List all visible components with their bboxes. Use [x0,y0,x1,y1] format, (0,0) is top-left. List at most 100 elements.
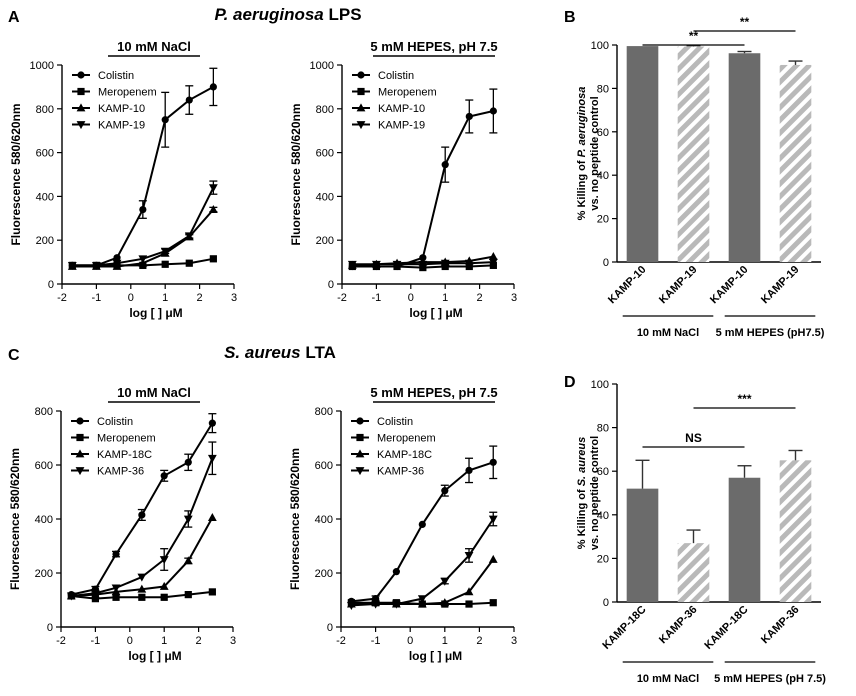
data-point [91,595,99,603]
data-point [465,466,473,474]
legend-label: KAMP-18C [97,449,152,461]
legend-marker [357,71,365,79]
panel-label-C: C [8,347,20,364]
y-axis-label: % Killing of P. aeruginosa [576,87,588,221]
y-tick-label: 400 [315,514,333,526]
data-point [112,593,120,601]
bar-KAMP-18C [626,488,659,602]
data-point [160,593,168,601]
chart-A1: 0 200 400 600 800 1000 -2 -1 0 1 2 3 log [ ] μM Fluor… [9,39,237,320]
x-tick-label: 2 [196,635,202,647]
group-label: 10 mM NaCl [637,327,699,339]
legend-label: Meropenem [377,433,436,445]
y-tick-label: 800 [35,406,53,418]
data-point [489,107,497,115]
data-point [67,261,77,270]
x-tick-label: -1 [92,292,102,304]
data-point [111,584,121,593]
data-point [346,602,356,610]
y-tick-label: 80 [597,83,609,95]
legend-marker [356,121,366,130]
data-point [112,550,120,558]
data-point [417,595,427,604]
data-point [91,589,100,598]
data-point [465,600,473,608]
x-tick-label: 1 [442,635,448,647]
y-tick-label: 400 [35,514,53,526]
category-label: KAMP-19 [759,264,802,307]
data-point [209,83,217,91]
data-point [488,515,498,524]
legend-label: KAMP-18C [377,449,432,461]
series-KAMP-18C [66,513,217,600]
data-point [489,599,497,607]
bar-KAMP-36 [779,460,812,602]
data-point [372,260,381,269]
data-point [138,255,148,264]
y-tick-label: 60 [597,466,609,478]
x-tick-label: -2 [336,635,346,647]
significance-label: ** [740,15,750,29]
data-point [184,232,194,241]
legend-label: Meropenem [98,87,157,99]
legend-label: Colistin [377,416,413,428]
y-tick-label: 0 [47,622,53,634]
y-tick-label: 400 [316,191,334,203]
y-label-part: % Killing of [576,157,588,220]
y-tick-label: 200 [36,235,54,247]
series-KAMP-19 [347,258,498,269]
y-tick-label: 400 [36,191,54,203]
data-point [464,552,474,561]
legend: Colistin Meropenem KAMP-10 KAMP-19 [352,70,437,132]
y-tick-label: 40 [597,510,609,522]
y-tick-label: 200 [316,235,334,247]
condition-subtitle: 10 mM NaCl [117,385,191,400]
data-point [183,556,193,565]
title-italic: P. aeruginosa [214,5,323,24]
x-tick-label: -1 [372,292,382,304]
x-tick-label: 2 [197,292,203,304]
data-point [185,96,193,104]
x-tick-label: 2 [477,292,483,304]
significance-label: *** [737,392,751,406]
y-tick-label: 600 [36,148,54,160]
y-tick-label: 1000 [310,60,334,72]
data-point [184,591,192,599]
legend-label: Meropenem [97,433,156,445]
data-point [392,568,400,576]
group-label: 5 mM HEPES (pH7.5) [716,327,825,339]
legend-marker [76,417,84,425]
data-point [465,112,473,121]
data-point [418,260,428,269]
legend-marker [77,71,85,79]
legend-label: Colistin [97,416,133,428]
data-point [92,261,101,270]
data-point [208,419,216,427]
legend-label: KAMP-36 [377,466,424,478]
data-point [137,584,147,593]
data-point [208,184,218,193]
y-axis-label: Fluorescence 580/620nm [289,103,303,245]
data-point [208,588,216,596]
x-tick-label: 1 [442,292,448,304]
legend: Colistin Meropenem KAMP-18C KAMP-36 [351,416,436,478]
series-line [352,110,494,268]
y-tick-label: 20 [597,553,609,565]
y-tick-label: 0 [603,597,609,609]
category-label: KAMP-36 [759,604,802,647]
x-tick-label: -1 [371,635,381,647]
data-point [464,587,474,596]
legend-marker [355,467,365,476]
y-axis-label: % Killing of S. aureus [576,437,588,549]
significance-label: NS [685,431,702,445]
category-label: KAMP-10 [606,264,649,307]
panel-label-A: A [8,9,20,26]
data-point [440,577,450,586]
data-point [112,259,122,268]
y-tick-label: 100 [591,379,609,391]
figure-title-A: P. aeruginosa LPS [214,5,361,24]
bar-KAMP-19 [779,64,812,263]
condition-subtitle: 5 mM HEPES, pH 7.5 [370,385,497,400]
legend-marker [356,417,364,425]
